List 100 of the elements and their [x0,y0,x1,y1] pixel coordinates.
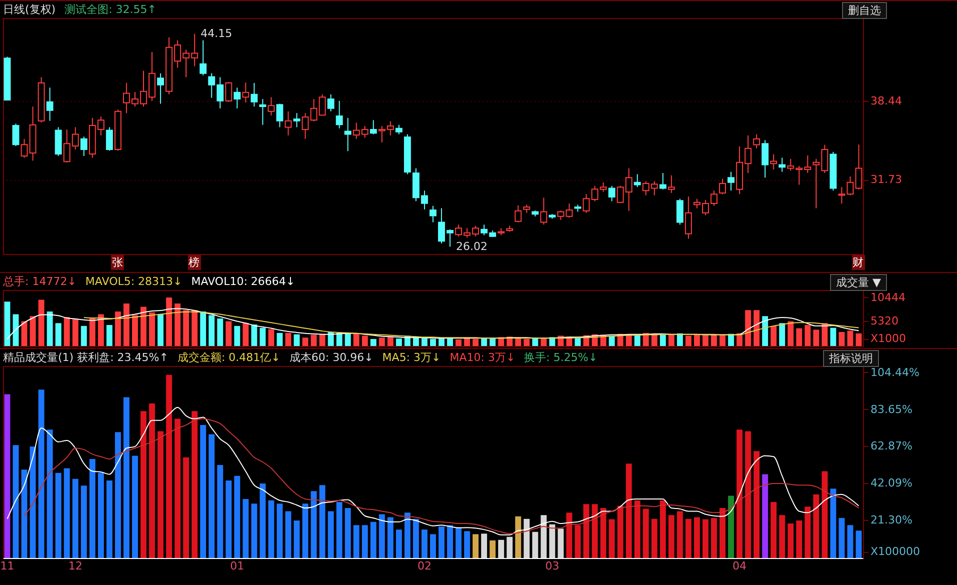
candlestick [80,136,88,156]
text: 财 [852,255,865,270]
bar [123,304,130,346]
bar [30,316,36,346]
bar [396,530,402,558]
bar [55,472,62,558]
x-tick-label: 02 [417,560,432,572]
y-tick-label: 31.73 [870,173,902,186]
bar [490,338,496,346]
bar [319,485,326,558]
candlestick [540,197,548,226]
candlestick [684,196,692,240]
text: 换手: 5.25%↓ [524,350,598,365]
bar [276,332,283,346]
bar [412,518,419,558]
text: 成交金额: 0.481亿↓ [177,350,280,365]
bar [64,468,70,558]
bar [711,518,717,558]
bar [21,470,28,558]
bar [353,525,360,558]
bar [838,332,845,346]
bar [387,517,394,558]
bar [319,334,326,346]
bar [762,316,768,346]
bar [344,508,351,558]
bar [762,474,768,558]
line-series [83,311,860,339]
bar [183,310,190,346]
bar [12,445,19,558]
bar [779,323,786,346]
bar [668,334,674,346]
candlestick [634,174,641,188]
bar [98,314,104,346]
bar [422,338,428,346]
bar [404,512,410,558]
bar [481,534,488,558]
candlestick [336,100,343,129]
bar [464,531,470,558]
bar [804,506,811,558]
bar [822,323,828,346]
bar [660,500,666,558]
bar [310,491,317,558]
bar [694,517,700,558]
candlestick [855,144,862,190]
bar [132,456,138,558]
bar [626,464,632,558]
bar [847,330,854,346]
candlestick [234,87,241,109]
candlestick [676,198,684,226]
bar [456,339,462,346]
bar [217,465,224,558]
candlestick [728,171,734,192]
bar [754,310,760,346]
bar [276,504,283,558]
candlestick [770,154,778,170]
bar [490,540,496,558]
annotation: 44.15 [200,26,232,40]
bar [856,530,862,558]
candlestick [46,87,54,122]
bar [226,321,232,346]
bar [166,374,172,558]
candlestick [12,123,20,146]
candlestick [200,40,207,76]
candlestick [54,126,62,156]
candlestick [157,72,164,104]
text: 张 [110,255,124,270]
bar [285,511,292,558]
bar [838,518,845,558]
bar [251,324,258,346]
bar [310,334,317,346]
y-tick-label: 21.30% [870,514,912,527]
y-tick-label: 10444 [870,290,906,304]
bar [149,312,155,346]
text: 成本60: 30.96↓ [289,350,374,365]
bar [515,338,522,346]
bar [720,508,726,558]
bar [608,336,615,346]
candlestick [293,112,300,128]
candlestick [370,120,377,135]
text: 成交量 ▼ [830,274,887,291]
bar [4,302,10,346]
text: MAVOL10: 26664↓ [191,275,296,288]
bar [830,328,836,346]
bar [302,504,308,558]
bar [344,332,351,346]
candlestick [106,126,113,152]
candlestick [284,110,292,136]
bar [302,338,308,346]
bar [387,336,394,346]
text: MA5: 3万↓ [382,350,441,365]
bar [422,530,428,558]
bar [114,432,121,558]
bar [114,311,121,346]
candlestick [250,82,258,108]
bar [447,338,454,346]
y-tick-label: 42.09% [870,476,912,490]
bar [268,500,274,558]
bar [396,338,402,346]
bar [813,494,820,558]
text: 总手: 14772↓ [3,274,76,289]
